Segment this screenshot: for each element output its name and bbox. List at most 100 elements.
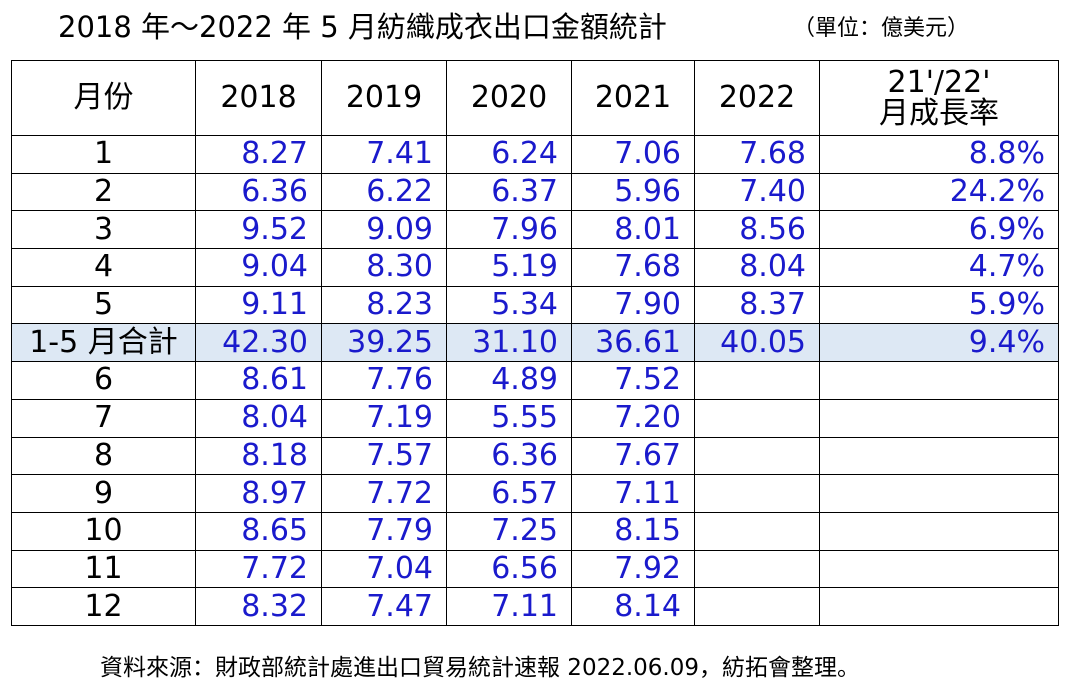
growth-cell: 4.7% <box>819 248 1059 287</box>
month-cell: 6 <box>11 361 196 400</box>
value-cell-2018: 9.52 <box>195 210 322 250</box>
header-growth-line2: 月成長率 <box>879 96 999 131</box>
header-2022: 2022 <box>694 60 820 136</box>
value-cell-2020: 6.36 <box>446 436 572 476</box>
month-cell: 7 <box>11 398 196 438</box>
table-row: 12 8.32 7.47 7.11 8.14 <box>11 587 1059 626</box>
value-cell-2019: 7.72 <box>321 474 447 513</box>
value-cell-2019: 6.22 <box>321 172 447 212</box>
value-cell-2021: 5.96 <box>571 172 695 212</box>
value-cell-2019: 9.09 <box>321 210 447 250</box>
value-cell-2020: 4.89 <box>446 361 572 400</box>
value-cell-2020: 5.34 <box>446 285 572 325</box>
value-cell-2022 <box>694 511 820 551</box>
growth-cell: 24.2% <box>819 172 1059 212</box>
value-cell-2022: 40.05 <box>694 323 820 363</box>
month-cell: 5 <box>11 285 196 325</box>
table-row: 2 6.36 6.22 6.37 5.96 7.40 24.2% <box>11 172 1059 212</box>
month-cell: 1-5 月合計 <box>11 323 196 363</box>
value-cell-2020: 31.10 <box>446 323 572 363</box>
value-cell-2020: 5.19 <box>446 248 572 287</box>
value-cell-2019: 7.04 <box>321 549 447 589</box>
value-cell-2019: 7.41 <box>321 135 447 174</box>
header-row: 月份 2018 2019 2020 2021 2022 21'/22' 月成長率 <box>11 60 1059 136</box>
value-cell-2018: 8.27 <box>195 135 322 174</box>
table-row: 10 8.65 7.79 7.25 8.15 <box>11 511 1059 551</box>
growth-cell: 5.9% <box>819 285 1059 325</box>
table-row: 7 8.04 7.19 5.55 7.20 <box>11 398 1059 438</box>
value-cell-2018: 8.65 <box>195 511 322 551</box>
value-cell-2022: 8.04 <box>694 248 820 287</box>
value-cell-2020: 7.96 <box>446 210 572 250</box>
value-cell-2022: 8.56 <box>694 210 820 250</box>
table-row: 4 9.04 8.30 5.19 7.68 8.04 4.7% <box>11 248 1059 287</box>
value-cell-2021: 8.15 <box>571 511 695 551</box>
value-cell-2019: 39.25 <box>321 323 447 363</box>
growth-cell <box>819 361 1059 400</box>
value-cell-2020: 7.25 <box>446 511 572 551</box>
growth-cell <box>819 474 1059 513</box>
value-cell-2020: 6.24 <box>446 135 572 174</box>
value-cell-2018: 42.30 <box>195 323 322 363</box>
source-footnote: 資料來源：財政部統計處進出口貿易統計速報 2022.06.09，紡拓會整理。 <box>100 655 860 681</box>
header-2020: 2020 <box>446 60 572 136</box>
value-cell-2019: 8.23 <box>321 285 447 325</box>
growth-cell: 9.4% <box>819 323 1059 363</box>
value-cell-2021: 8.01 <box>571 210 695 250</box>
growth-cell <box>819 511 1059 551</box>
header-2018: 2018 <box>195 60 322 136</box>
growth-cell: 6.9% <box>819 210 1059 250</box>
value-cell-2019: 7.57 <box>321 436 447 476</box>
table-row: 11 7.72 7.04 6.56 7.92 <box>11 549 1059 589</box>
value-cell-2018: 8.97 <box>195 474 322 513</box>
growth-cell: 8.8% <box>819 135 1059 174</box>
value-cell-2021: 7.06 <box>571 135 695 174</box>
header-2021: 2021 <box>571 60 695 136</box>
value-cell-2020: 7.11 <box>446 587 572 626</box>
value-cell-2021: 7.68 <box>571 248 695 287</box>
header-growth: 21'/22' 月成長率 <box>819 60 1059 136</box>
table-row: 3 9.52 9.09 7.96 8.01 8.56 6.9% <box>11 210 1059 250</box>
table-row: 6 8.61 7.76 4.89 7.52 <box>11 361 1059 400</box>
growth-cell <box>819 436 1059 476</box>
value-cell-2021: 7.90 <box>571 285 695 325</box>
value-cell-2020: 5.55 <box>446 398 572 438</box>
value-cell-2021: 7.52 <box>571 361 695 400</box>
value-cell-2021: 7.11 <box>571 474 695 513</box>
month-cell: 8 <box>11 436 196 476</box>
value-cell-2022 <box>694 398 820 438</box>
value-cell-2018: 8.61 <box>195 361 322 400</box>
value-cell-2018: 7.72 <box>195 549 322 589</box>
value-cell-2018: 9.11 <box>195 285 322 325</box>
value-cell-2020: 6.37 <box>446 172 572 212</box>
value-cell-2022 <box>694 549 820 589</box>
value-cell-2021: 36.61 <box>571 323 695 363</box>
table-row-total: 1-5 月合計 42.30 39.25 31.10 36.61 40.05 9.4% <box>11 323 1059 363</box>
growth-cell <box>819 549 1059 589</box>
month-cell: 12 <box>11 587 196 626</box>
month-cell: 2 <box>11 172 196 212</box>
table-row: 5 9.11 8.23 5.34 7.90 8.37 5.9% <box>11 285 1059 325</box>
month-cell: 10 <box>11 511 196 551</box>
value-cell-2022 <box>694 436 820 476</box>
value-cell-2018: 9.04 <box>195 248 322 287</box>
value-cell-2019: 7.19 <box>321 398 447 438</box>
unit-label: （單位：億美元） <box>793 16 970 41</box>
value-cell-2021: 7.92 <box>571 549 695 589</box>
value-cell-2020: 6.56 <box>446 549 572 589</box>
value-cell-2022 <box>694 587 820 626</box>
value-cell-2021: 8.14 <box>571 587 695 626</box>
growth-cell <box>819 398 1059 438</box>
value-cell-2021: 7.67 <box>571 436 695 476</box>
header-2019: 2019 <box>321 60 447 136</box>
month-cell: 11 <box>11 549 196 589</box>
value-cell-2022: 8.37 <box>694 285 820 325</box>
value-cell-2022 <box>694 474 820 513</box>
value-cell-2018: 8.18 <box>195 436 322 476</box>
month-cell: 9 <box>11 474 196 513</box>
value-cell-2018: 8.32 <box>195 587 322 626</box>
value-cell-2019: 7.76 <box>321 361 447 400</box>
month-cell: 3 <box>11 210 196 250</box>
header-month: 月份 <box>11 60 196 136</box>
table-row: 9 8.97 7.72 6.57 7.11 <box>11 474 1059 513</box>
